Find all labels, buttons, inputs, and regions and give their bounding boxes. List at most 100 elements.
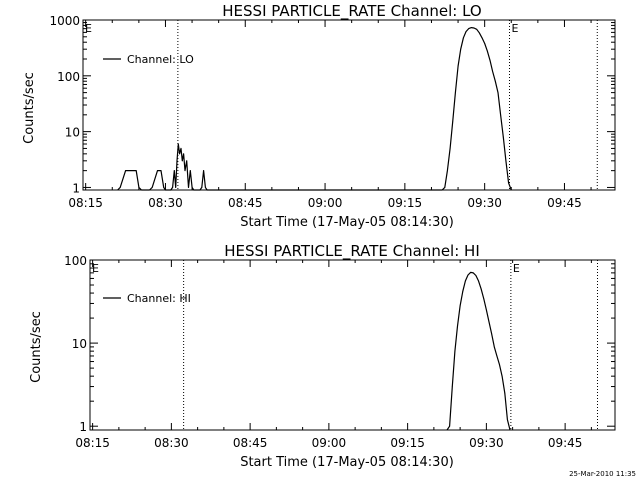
panel-hi-data-point — [472, 272, 474, 274]
panel-hi-data-point — [488, 321, 490, 323]
panel-hi-marker-label: E — [513, 262, 520, 275]
panel-lo-xtick-label: 08:30 — [148, 196, 183, 210]
panel-lo-data-point — [455, 92, 456, 94]
panel-lo-data-point — [473, 27, 475, 29]
panel-lo-frame — [82, 19, 616, 191]
panel-lo-data-point — [478, 32, 480, 34]
panel-hi-data-point — [470, 271, 472, 273]
panel-lo-marker-label: E — [85, 22, 92, 35]
panel-hi-xtick-label: 08:30 — [154, 436, 189, 450]
panel-lo-ytick-label: 10 — [65, 126, 80, 140]
panel-lo-data-point — [508, 182, 509, 184]
panel-hi-data-point — [478, 280, 479, 282]
panel-lo-data-point — [188, 187, 189, 188]
panel-lo-data-point — [125, 170, 126, 172]
panel-lo-series-line — [117, 27, 512, 191]
panel-lo-legend-label: Channel: LO — [127, 53, 194, 66]
panel-hi-data-point — [483, 298, 485, 300]
panel-lo-data-point — [476, 28, 478, 30]
panel-lo-ytick-label: 100 — [57, 70, 80, 84]
panel-hi-xtick-label: 09:30 — [469, 436, 504, 450]
panel-lo-data-point — [494, 80, 496, 82]
chart-canvas: HESSI PARTICLE_RATE Channel: LO Counts/s… — [22, 2, 616, 470]
panel-lo-data-point — [135, 170, 137, 172]
panel-lo-data-point — [444, 187, 446, 188]
panel-lo-data-point — [138, 187, 140, 188]
panel-lo-title: HESSI PARTICLE_RATE Channel: LO — [222, 2, 481, 21]
panel-lo-data-point — [447, 170, 448, 172]
panel-hi-frame — [89, 259, 616, 431]
panel-lo-data-point — [180, 148, 182, 149]
panel-lo-data-point — [505, 160, 507, 162]
panel-lo-data-point — [176, 160, 178, 162]
panel-lo-data-point — [452, 121, 454, 123]
panel-hi-series-line — [446, 271, 511, 431]
panel-lo-data-point — [186, 160, 188, 162]
panel-lo-xtick-label: 09:00 — [308, 196, 343, 210]
panel-lo-xtick-label: 09:45 — [547, 196, 582, 210]
panel-hi-legend-label: Channel: HI — [127, 292, 191, 305]
panel-lo-data-point — [460, 48, 462, 50]
footer-timestamp: 25-Mar-2010 11:35 — [569, 470, 636, 478]
panel-lo-data-point — [500, 114, 502, 116]
panel-lo-xtick-label: 08:15 — [68, 196, 103, 210]
panel-lo-data-point — [484, 43, 486, 44]
panel-hi-data-point — [504, 392, 506, 394]
panel-hi-xtick-label: 09:15 — [390, 436, 425, 450]
panel-hi-ytick-label: 100 — [64, 254, 87, 268]
panel-lo-data-point — [177, 143, 179, 145]
panel-lo-data-point — [486, 50, 488, 52]
panel-hi-data-point — [467, 274, 469, 276]
panel-hi-xtick-label: 09:45 — [548, 436, 583, 450]
panel-hi-data-point — [454, 350, 456, 352]
panel-lo-data-point — [184, 170, 186, 172]
panel-lo-data-point — [204, 187, 206, 188]
panel-lo-xtick-label: 09:30 — [467, 196, 502, 210]
panel-lo-data-point — [203, 170, 204, 172]
panel-hi-marker-label: E — [92, 262, 99, 275]
panel-lo-data-point — [489, 59, 491, 61]
panel-lo-data-point — [175, 187, 177, 188]
panel-hi-data-point — [491, 333, 493, 335]
panel-lo-data-point — [191, 187, 193, 188]
panel-lo-data-point — [462, 37, 464, 39]
panel-lo-data-point — [492, 70, 494, 72]
panel-hi-title: HESSI PARTICLE_RATE Channel: HI — [224, 242, 480, 261]
panel-lo-data-point — [179, 153, 181, 155]
panel-lo-data-point — [181, 160, 183, 162]
panel-lo: HESSI PARTICLE_RATE Channel: LO Counts/s… — [22, 2, 616, 230]
panel-lo-xtick-label: 08:45 — [228, 196, 263, 210]
panel-hi-data-point — [499, 364, 500, 366]
panel-lo-ytick-label: 1 — [72, 181, 80, 195]
panel-lo-data-point — [470, 27, 472, 29]
panel-lo-data-point — [502, 136, 504, 138]
panel-hi-data-point — [462, 290, 464, 292]
panel-lo-data-point — [497, 92, 499, 94]
panel-lo-data-point — [157, 170, 158, 172]
panel-hi-data-point — [506, 419, 508, 421]
panel-lo-data-point — [449, 148, 451, 149]
panel-lo-data-point — [457, 65, 459, 67]
panel-hi-data-point — [459, 305, 461, 307]
panel-hi-data-point — [496, 355, 498, 357]
panel-hi-data-point — [485, 309, 487, 311]
panel-lo-xlabel: Start Time (17-May-05 08:14:30) — [240, 215, 454, 230]
panel-hi-xlabel: Start Time (17-May-05 08:14:30) — [240, 455, 454, 470]
panel-lo-data-point — [163, 187, 165, 188]
panel-hi-data-point — [501, 375, 503, 377]
panel-lo-data-point — [173, 170, 175, 172]
panel-hi-xtick-label: 08:45 — [233, 436, 268, 450]
panel-hi-data-point — [449, 425, 451, 427]
panel-hi-ytick-label: 10 — [72, 337, 87, 351]
panel-lo-marker-label: E — [511, 22, 518, 35]
panel-hi-xtick-label: 09:00 — [312, 436, 347, 450]
panel-lo-data-point — [201, 187, 203, 188]
panel-lo-data-point — [172, 187, 173, 188]
panel-lo-data-point — [189, 170, 191, 172]
panel-lo-data-point — [151, 187, 153, 188]
panel-lo-data-point — [160, 170, 162, 172]
panel-lo-data-point — [119, 187, 121, 188]
panel-hi-ylabel: Counts/sec — [29, 311, 44, 383]
panel-lo-data-point — [465, 31, 467, 32]
panel-lo-data-point — [183, 153, 185, 155]
